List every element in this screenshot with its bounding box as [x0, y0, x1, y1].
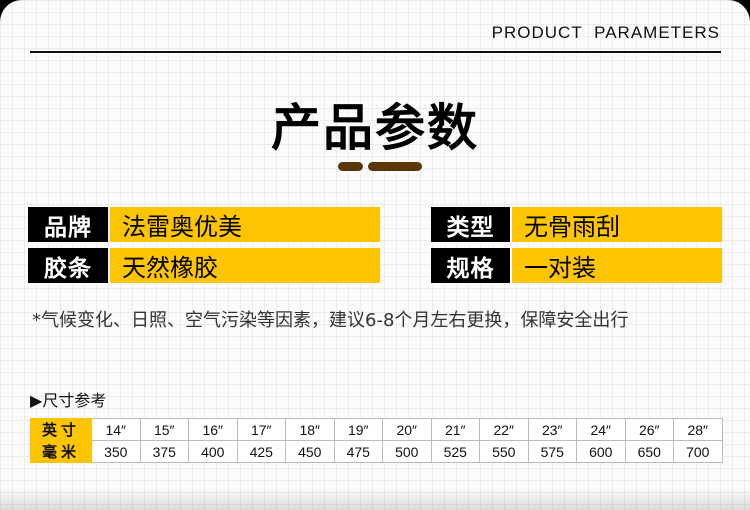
triangle-icon: ▶ [30, 391, 43, 410]
row-label: 毫米 [30, 440, 92, 463]
size-cell: 16″ [188, 418, 238, 441]
replacement-note: *气候变化、日照、空气污染等因素，建议6-8个月左右更换，保障安全出行 [32, 310, 629, 331]
table-row-mm: 毫米 350 375 400 425 450 475 500 525 550 575 600 650 70… [30, 440, 723, 463]
param-label-strip: 胶条 [28, 248, 108, 283]
decor-pill [368, 162, 422, 171]
size-cell: 23″ [527, 418, 577, 441]
page-title: 产品参数 [271, 99, 479, 157]
param-value-type: 无骨雨刮 [512, 207, 722, 242]
param-label-spec: 规格 [431, 248, 510, 283]
size-cell: 425 [236, 440, 286, 463]
size-cell: 24″ [576, 418, 626, 441]
param-value-strip: 天然橡胶 [110, 248, 380, 283]
size-cell: 28″ [673, 418, 723, 441]
param-label-brand: 品牌 [28, 207, 108, 242]
size-cell: 18″ [285, 418, 335, 441]
param-value-spec: 一对装 [512, 248, 722, 283]
size-cell: 525 [430, 440, 480, 463]
size-cell: 400 [188, 440, 238, 463]
size-cell: 700 [673, 440, 723, 463]
table-row-inches: 英寸 14″ 15″ 16″ 17″ 18″ 19″ 20″ 21″ 22″ 23″ 24″ 26″ 28… [30, 418, 723, 441]
size-cell: 575 [527, 440, 577, 463]
row-label: 英寸 [30, 418, 92, 441]
size-cell: 21″ [430, 418, 480, 441]
divider [30, 51, 721, 53]
size-cell: 550 [479, 440, 529, 463]
size-cell: 600 [576, 440, 626, 463]
size-cell: 15″ [139, 418, 189, 441]
size-cell: 17″ [236, 418, 286, 441]
bottom-shadow [0, 488, 750, 510]
size-cell: 26″ [624, 418, 674, 441]
size-table: 英寸 14″ 15″ 16″ 17″ 18″ 19″ 20″ 21″ 22″ 23″ 24″ 26″ 28… [30, 418, 723, 463]
size-cell: 14″ [91, 418, 141, 441]
size-reference-title: 尺寸参考 [42, 391, 107, 410]
size-cell: 22″ [479, 418, 529, 441]
size-reference-heading: ▶尺寸参考 [30, 387, 106, 411]
param-label-type: 类型 [431, 207, 510, 242]
decor-pill [338, 162, 363, 171]
size-cell: 375 [139, 440, 189, 463]
size-cell: 500 [382, 440, 432, 463]
size-cell: 20″ [382, 418, 432, 441]
param-value-brand: 法雷奥优美 [110, 207, 380, 242]
size-cell: 350 [91, 440, 141, 463]
english-heading: PRODUCT PARAMETERS [491, 23, 720, 42]
size-cell: 475 [333, 440, 383, 463]
size-cell: 450 [285, 440, 335, 463]
size-cell: 19″ [333, 418, 383, 441]
size-cell: 650 [624, 440, 674, 463]
